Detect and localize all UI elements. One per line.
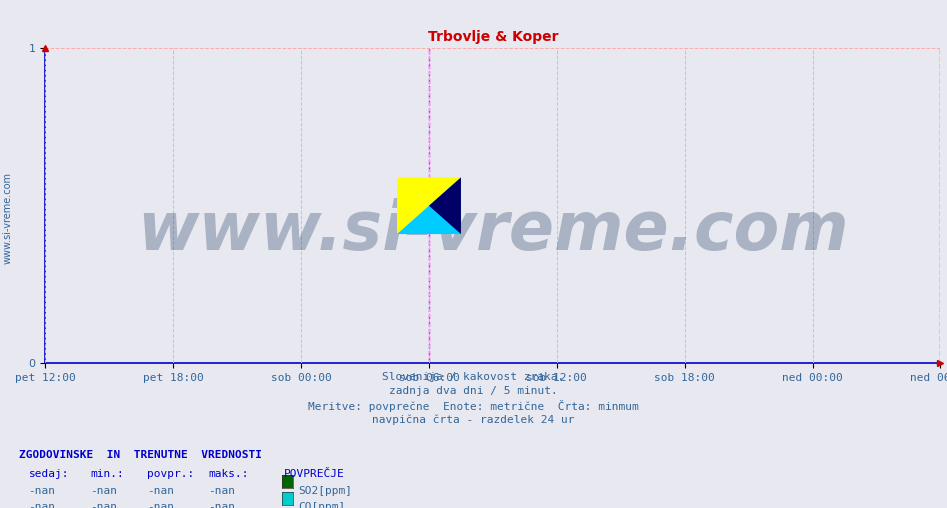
Text: -nan: -nan [208, 502, 236, 508]
Text: -nan: -nan [28, 486, 56, 496]
Text: www.si-vreme.com: www.si-vreme.com [137, 198, 849, 264]
Text: www.si-vreme.com: www.si-vreme.com [3, 172, 12, 265]
Text: -nan: -nan [147, 502, 174, 508]
Title: Trbovlje & Koper: Trbovlje & Koper [428, 30, 558, 44]
Text: -nan: -nan [90, 486, 117, 496]
Polygon shape [397, 177, 461, 234]
Text: navpična črta - razdelek 24 ur: navpična črta - razdelek 24 ur [372, 415, 575, 425]
Text: -nan: -nan [208, 486, 236, 496]
Text: min.:: min.: [90, 469, 124, 479]
Text: sedaj:: sedaj: [28, 469, 69, 479]
Polygon shape [397, 177, 461, 234]
Text: Slovenija / kakovost zraka.: Slovenija / kakovost zraka. [383, 372, 564, 382]
Text: -nan: -nan [147, 486, 174, 496]
Text: zadnja dva dni / 5 minut.: zadnja dva dni / 5 minut. [389, 386, 558, 396]
Text: SO2[ppm]: SO2[ppm] [298, 486, 352, 496]
Text: ZGODOVINSKE  IN  TRENUTNE  VREDNOSTI: ZGODOVINSKE IN TRENUTNE VREDNOSTI [19, 450, 262, 460]
Text: povpr.:: povpr.: [147, 469, 194, 479]
Text: POVPREČJE: POVPREČJE [284, 469, 345, 479]
Polygon shape [429, 177, 461, 234]
Text: CO[ppm]: CO[ppm] [298, 502, 346, 508]
Text: maks.:: maks.: [208, 469, 249, 479]
Text: -nan: -nan [28, 502, 56, 508]
Text: Meritve: povprečne  Enote: metrične  Črta: minmum: Meritve: povprečne Enote: metrične Črta:… [308, 400, 639, 412]
Text: -nan: -nan [90, 502, 117, 508]
